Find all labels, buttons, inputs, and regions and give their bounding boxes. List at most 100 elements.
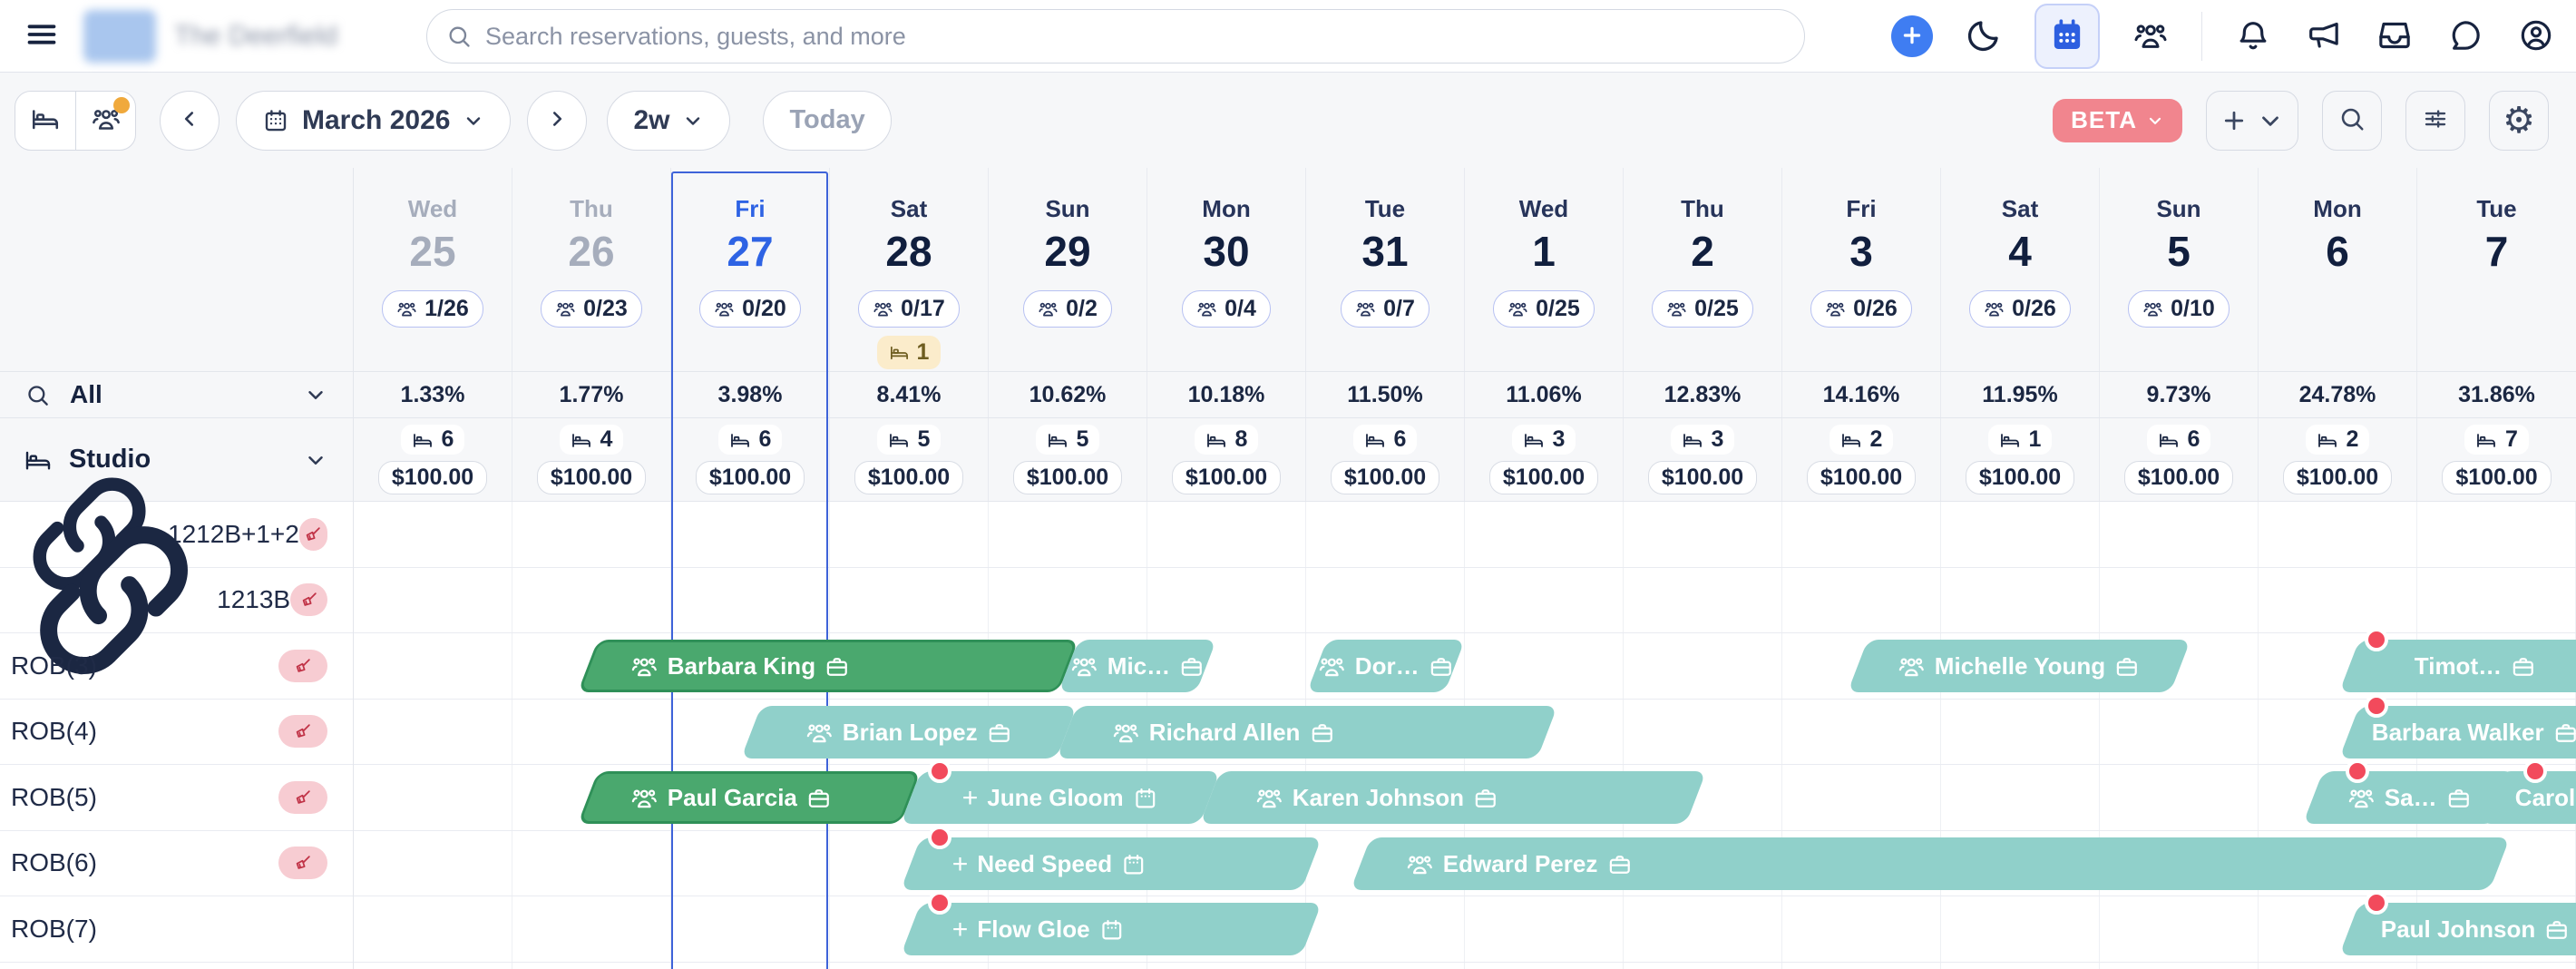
rate-pill[interactable]: $100.00 xyxy=(1330,461,1440,494)
account-button[interactable] xyxy=(2516,16,2556,56)
calendar-nav-button[interactable] xyxy=(2034,4,2100,69)
add-button[interactable] xyxy=(1891,15,1933,57)
day-header[interactable]: Tue 7 xyxy=(2417,168,2576,371)
day-header[interactable]: Thu 26 0/23 xyxy=(512,168,671,371)
rate-pill[interactable]: $100.00 xyxy=(1965,461,2075,494)
day-header[interactable]: Wed 1 0/25 xyxy=(1465,168,1624,371)
day-header[interactable]: Mon 6 xyxy=(2259,168,2417,371)
announcements-button[interactable] xyxy=(2304,16,2344,56)
occupancy-badge: 0/25 xyxy=(1652,290,1753,328)
day-header[interactable]: Wed 25 1/26 xyxy=(354,168,512,371)
reservation-bar[interactable]: Mic… xyxy=(1058,640,1217,692)
reservation-bar[interactable]: Paul Johnson xyxy=(2338,903,2576,955)
rooms-view-button[interactable] xyxy=(15,92,75,150)
guests-view-button[interactable] xyxy=(75,91,135,150)
reservation-bar[interactable]: + Flow Gloe xyxy=(900,903,1322,955)
search-input[interactable] xyxy=(426,9,1805,64)
groups-nav-button[interactable] xyxy=(2131,16,2171,56)
range-select[interactable]: 2w xyxy=(607,90,731,151)
housekeeping-badge[interactable] xyxy=(278,780,327,814)
inbox-button[interactable] xyxy=(2375,16,2415,56)
housekeeping-badge[interactable] xyxy=(278,715,327,749)
reservation-bar[interactable]: + June Gloom xyxy=(900,771,1221,824)
rate-pill[interactable]: $100.00 xyxy=(1012,461,1123,494)
messages-button[interactable] xyxy=(2445,16,2485,56)
reservation-bar[interactable]: Dor… xyxy=(1306,640,1466,692)
housekeeping-badge[interactable] xyxy=(278,847,327,880)
rate-pill[interactable]: $100.00 xyxy=(2123,461,2234,494)
reservation-bar[interactable]: Sa… xyxy=(2302,771,2516,824)
day-header[interactable]: Sun 5 0/10 xyxy=(2100,168,2259,371)
reservation-bar[interactable]: Edward Perez xyxy=(1350,837,2511,890)
guests-icon xyxy=(1666,299,1687,319)
day-number: 29 xyxy=(1044,228,1091,275)
day-header[interactable]: Fri 3 0/26 xyxy=(1782,168,1941,371)
rate-pill[interactable]: $100.00 xyxy=(536,461,647,494)
beta-badge[interactable]: BETA xyxy=(2053,98,2182,142)
room-filter-dropdown[interactable]: All xyxy=(0,371,354,418)
search-button[interactable] xyxy=(2322,90,2382,151)
housekeeping-badge[interactable] xyxy=(298,517,327,551)
day-name: Tue xyxy=(1364,195,1406,222)
occupancy-percent: 11.95% xyxy=(1941,372,2100,417)
notifications-button[interactable] xyxy=(2233,16,2273,56)
rate-pill[interactable]: $100.00 xyxy=(2442,461,2552,494)
rate-pill[interactable]: $100.00 xyxy=(695,461,805,494)
day-header[interactable]: Mon 30 0/4 xyxy=(1147,168,1306,371)
available-count-chip: 6 xyxy=(2146,425,2211,455)
guests-icon xyxy=(396,299,417,319)
broom-icon xyxy=(299,590,319,610)
grid-row xyxy=(354,568,2576,633)
reservation-bar[interactable]: Timot… xyxy=(2338,640,2576,692)
room-row[interactable]: ROB(6) xyxy=(0,830,353,896)
reservation-bar[interactable]: Barbara Walker xyxy=(2338,705,2576,759)
room-row[interactable]: ROB(5) xyxy=(0,765,353,831)
today-label: Today xyxy=(789,105,865,134)
rate-pill[interactable]: $100.00 xyxy=(854,461,964,494)
day-header[interactable]: Sat 4 0/26 xyxy=(1941,168,2100,371)
day-header[interactable]: Fri 27 0/20 xyxy=(671,168,830,371)
unassigned-rooms-badge: 1 xyxy=(876,336,942,369)
reservation-bar[interactable]: Karen Johnson xyxy=(1199,771,1707,824)
housekeeping-badge[interactable] xyxy=(278,649,327,682)
availability-row: 6 $100.00 4 $100.00 6 $100.00 5 $100.00 5 $100.00… xyxy=(354,418,2576,502)
housekeeping-badge[interactable] xyxy=(290,583,327,617)
add-reservation-button[interactable] xyxy=(2206,90,2298,151)
day-header[interactable]: Sun 29 0/2 xyxy=(989,168,1147,371)
reservation-bar[interactable]: Michelle Young xyxy=(1847,640,2191,692)
room-row[interactable]: ROB(4) xyxy=(0,699,353,765)
day-header[interactable]: Sat 28 0/17 1 xyxy=(830,168,989,371)
reservation-bar[interactable]: Richard Allen xyxy=(1056,705,1558,759)
reservation-bar[interactable]: Brian Lopez xyxy=(740,705,1078,759)
prev-period-button[interactable] xyxy=(160,90,220,151)
dark-mode-button[interactable] xyxy=(1964,16,2004,56)
menu-button[interactable] xyxy=(16,11,67,62)
rate-pill[interactable]: $100.00 xyxy=(1488,461,1599,494)
chevron-down-icon xyxy=(2149,117,2161,124)
next-period-button[interactable] xyxy=(527,90,588,151)
reservation-bar[interactable]: Barbara King xyxy=(577,640,1079,692)
rate-pill[interactable]: $100.00 xyxy=(377,461,488,494)
room-row[interactable]: ROB(7) xyxy=(0,896,353,963)
availability-cell: 6 $100.00 xyxy=(1306,418,1465,501)
month-picker[interactable]: March 2026 xyxy=(236,90,512,151)
filters-button[interactable] xyxy=(2405,90,2465,151)
day-header[interactable]: Tue 31 0/7 xyxy=(1306,168,1465,371)
room-category-studio[interactable]: Studio xyxy=(0,418,354,502)
today-button[interactable]: Today xyxy=(763,90,892,151)
rate-pill[interactable]: $100.00 xyxy=(1171,461,1282,494)
day-number: 31 xyxy=(1361,228,1409,275)
settings-button[interactable]: ⚙ xyxy=(2489,90,2549,151)
day-header[interactable]: Thu 2 0/25 xyxy=(1624,168,1782,371)
reservation-bar[interactable]: Paul Garcia xyxy=(577,771,922,824)
day-number: 2 xyxy=(1691,228,1714,275)
rate-pill[interactable]: $100.00 xyxy=(1806,461,1917,494)
guest-name: Barbara King xyxy=(668,651,816,680)
reservation-bar[interactable]: + Need Speed xyxy=(900,837,1322,890)
day-name: Sun xyxy=(1045,195,1090,222)
rate-pill[interactable]: $100.00 xyxy=(2282,461,2393,494)
rate-pill[interactable]: $100.00 xyxy=(1647,461,1758,494)
room-row[interactable]: 1213B xyxy=(0,525,353,674)
occupancy-percent: 11.06% xyxy=(1465,372,1624,417)
availability-cell: 7 $100.00 xyxy=(2417,418,2576,501)
